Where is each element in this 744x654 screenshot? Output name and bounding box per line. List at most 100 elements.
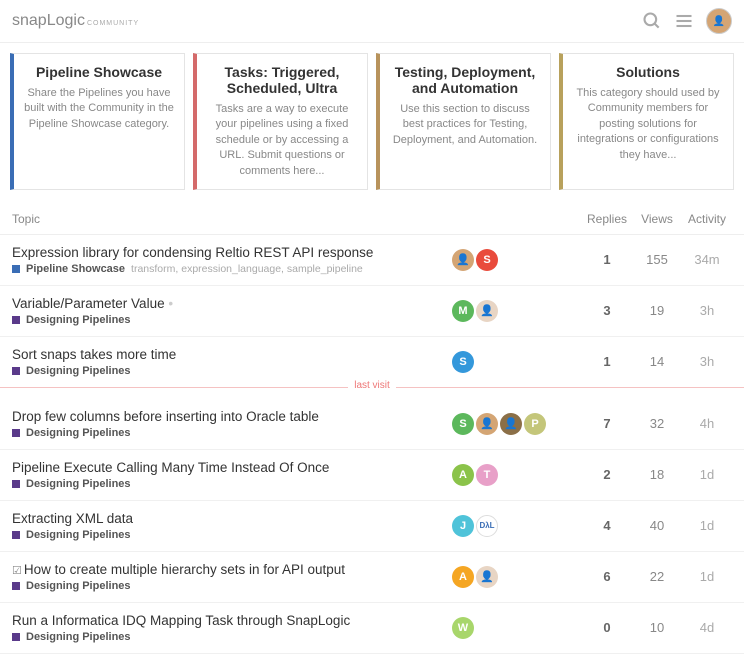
col-replies[interactable]: Replies (582, 212, 632, 226)
topic-users: W (452, 617, 582, 639)
user-chip[interactable]: A (452, 566, 474, 588)
user-chip[interactable]: J (452, 515, 474, 537)
user-avatar-small[interactable]: 👤 (476, 300, 498, 322)
category-badge (12, 582, 20, 590)
category-badge (12, 265, 20, 273)
user-chip[interactable]: T (476, 464, 498, 486)
category-badge (12, 480, 20, 488)
topic-tags[interactable]: transform, expression_language, sample_p… (131, 263, 363, 275)
topic-main: Extracting XML data Designing Pipelines (12, 511, 452, 541)
views-count: 155 (632, 252, 682, 267)
topic-users: S (452, 351, 582, 373)
replies-count: 7 (582, 416, 632, 431)
user-avatar-small[interactable]: 👤 (476, 413, 498, 435)
topic-row: Variable/Parameter Value • Designing Pip… (0, 286, 744, 337)
topic-main: Sort snaps takes more time Designing Pip… (12, 347, 452, 377)
category-name[interactable]: Designing Pipelines (26, 314, 131, 326)
topic-title[interactable]: ☑How to create multiple hierarchy sets i… (12, 562, 452, 577)
topic-meta: Designing Pipelines (12, 529, 452, 541)
topic-row: Pipeline Execute Calling Many Time Inste… (0, 450, 744, 501)
category-name[interactable]: Designing Pipelines (26, 631, 131, 643)
replies-count: 2 (582, 467, 632, 482)
activity-time: 1d (682, 467, 732, 482)
card-desc: This category should used by Community m… (573, 86, 723, 163)
category-card[interactable]: Testing, Deployment, and Automation Use t… (376, 53, 551, 190)
category-card[interactable]: Pipeline ShowcaseShare the Pipelines you… (10, 53, 185, 190)
logo-sub: COMMUNITY (87, 20, 139, 27)
topic-list: Expression library for condensing Reltio… (0, 235, 744, 654)
category-name[interactable]: Designing Pipelines (26, 529, 131, 541)
topic-meta: Designing Pipelines (12, 631, 452, 643)
views-count: 10 (632, 620, 682, 635)
search-icon[interactable] (642, 11, 662, 31)
category-name[interactable]: Designing Pipelines (26, 478, 131, 490)
topic-title[interactable]: Extracting XML data (12, 511, 452, 526)
user-chip[interactable]: S (476, 249, 498, 271)
category-name[interactable]: Designing Pipelines (26, 365, 131, 377)
user-chip[interactable]: DλL (476, 515, 498, 537)
views-count: 40 (632, 518, 682, 533)
logo[interactable]: snapLogic COMMUNITY (12, 12, 139, 30)
card-desc: Use this section to discuss best practic… (390, 102, 540, 148)
activity-time: 1d (682, 518, 732, 533)
category-name[interactable]: Pipeline Showcase (26, 263, 125, 275)
activity-time: 34m (682, 252, 732, 267)
topic-users: AT (452, 464, 582, 486)
topic-title[interactable]: Sort snaps takes more time (12, 347, 452, 362)
topic-row: ☑How to create multiple hierarchy sets i… (0, 552, 744, 603)
activity-time: 4d (682, 620, 732, 635)
user-avatar[interactable]: 👤 (706, 8, 732, 34)
activity-time: 4h (682, 416, 732, 431)
user-avatar-small[interactable]: 👤 (452, 249, 474, 271)
user-chip[interactable]: S (452, 413, 474, 435)
user-chip[interactable]: A (452, 464, 474, 486)
col-topic[interactable]: Topic (12, 212, 452, 226)
replies-count: 1 (582, 252, 632, 267)
user-chip[interactable]: W (452, 617, 474, 639)
category-card[interactable]: Tasks: Triggered, Scheduled, Ultra Tasks … (193, 53, 368, 190)
card-title: Testing, Deployment, and Automation (390, 64, 540, 96)
list-header: Topic Replies Views Activity (0, 204, 744, 235)
user-chip[interactable]: P (524, 413, 546, 435)
user-chip[interactable]: S (452, 351, 474, 373)
topic-main: Pipeline Execute Calling Many Time Inste… (12, 460, 452, 490)
header: snapLogic COMMUNITY 👤 (0, 0, 744, 43)
col-users (452, 212, 582, 226)
category-cards: Pipeline ShowcaseShare the Pipelines you… (0, 43, 744, 204)
topic-title[interactable]: Drop few columns before inserting into O… (12, 409, 452, 424)
card-desc: Tasks are a way to execute your pipeline… (207, 102, 357, 179)
topic-title[interactable]: Run a Informatica IDQ Mapping Task throu… (12, 613, 452, 628)
category-name[interactable]: Designing Pipelines (26, 427, 131, 439)
card-title: Tasks: Triggered, Scheduled, Ultra (207, 64, 357, 96)
activity-time: 3h (682, 303, 732, 318)
activity-time: 1d (682, 569, 732, 584)
category-badge (12, 633, 20, 641)
header-right: 👤 (642, 8, 732, 34)
card-title: Solutions (573, 64, 723, 80)
topic-main: Drop few columns before inserting into O… (12, 409, 452, 439)
replies-count: 3 (582, 303, 632, 318)
topic-meta: Designing Pipelines (12, 478, 452, 490)
topic-title[interactable]: Expression library for condensing Reltio… (12, 245, 452, 260)
user-avatar-small[interactable]: 👤 (476, 566, 498, 588)
col-activity[interactable]: Activity (682, 212, 732, 226)
col-views[interactable]: Views (632, 212, 682, 226)
topic-main: Variable/Parameter Value • Designing Pip… (12, 296, 452, 326)
category-name[interactable]: Designing Pipelines (26, 580, 131, 592)
category-badge (12, 429, 20, 437)
topic-meta: Pipeline Showcase transform, expression_… (12, 263, 452, 275)
topic-meta: Designing Pipelines (12, 427, 452, 439)
user-chip[interactable]: M (452, 300, 474, 322)
user-avatar-small[interactable]: 👤 (500, 413, 522, 435)
topic-row: Extracting XML data Designing Pipelines … (0, 501, 744, 552)
category-card[interactable]: Solutions This category should used by Co… (559, 53, 734, 190)
menu-icon[interactable] (674, 11, 694, 31)
topic-title[interactable]: Pipeline Execute Calling Many Time Inste… (12, 460, 452, 475)
topic-meta: Designing Pipelines (12, 580, 452, 592)
logo-part1: snap (12, 12, 47, 30)
topic-main: Run a Informatica IDQ Mapping Task throu… (12, 613, 452, 643)
category-badge (12, 316, 20, 324)
activity-time: 3h (682, 354, 732, 369)
topic-title[interactable]: Variable/Parameter Value • (12, 296, 452, 311)
solved-icon: ☑ (12, 565, 22, 577)
